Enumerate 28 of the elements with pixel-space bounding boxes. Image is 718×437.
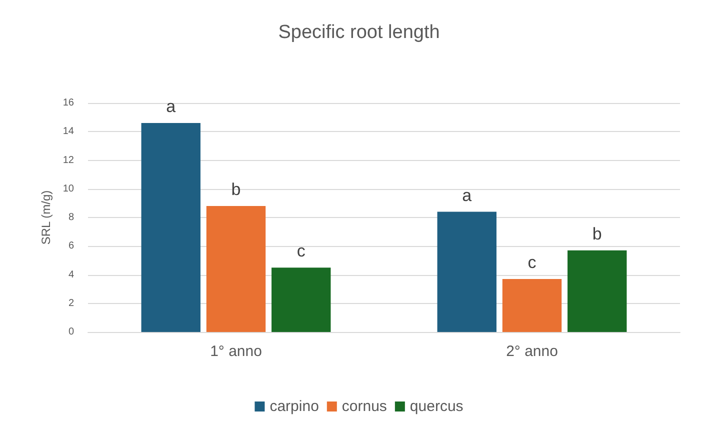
y-tick-label: 4: [68, 269, 74, 280]
legend-label: carpino: [270, 398, 319, 415]
y-tick-label: 14: [62, 126, 74, 138]
bar: [272, 268, 331, 332]
legend-label: quercus: [410, 398, 464, 415]
y-tick-label: 6: [68, 240, 74, 252]
y-tick-label: 0: [68, 326, 74, 338]
legend-label: cornus: [342, 398, 387, 415]
bar: [141, 123, 200, 332]
y-tick-label: 16: [62, 98, 74, 108]
bar: [502, 279, 562, 332]
y-tick-label: 12: [62, 154, 74, 166]
data-label: c: [296, 242, 306, 261]
data-label: b: [592, 224, 602, 244]
data-label: c: [528, 253, 537, 272]
data-label: b: [231, 180, 241, 200]
x-tick-label: 2° anno: [506, 343, 558, 360]
y-tick-label: 10: [62, 183, 74, 194]
data-label: a: [166, 97, 176, 116]
data-label: a: [462, 186, 472, 205]
chart-title: Specific root length: [278, 22, 440, 43]
bar: [568, 250, 627, 332]
bar: [206, 206, 266, 332]
y-axis-title: SRL (m/g): [38, 190, 53, 245]
x-tick-label: 1° anno: [210, 343, 262, 360]
y-tick-label: 2: [68, 298, 74, 309]
y-tick-label: 8: [68, 212, 74, 223]
bar: [437, 212, 496, 332]
